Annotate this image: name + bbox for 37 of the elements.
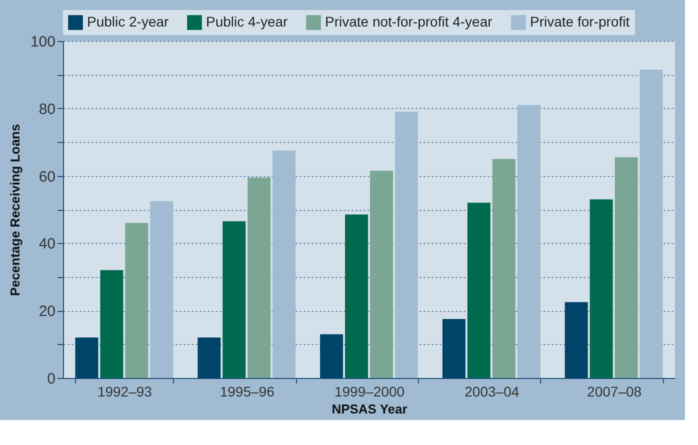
bar — [370, 170, 393, 378]
bar — [248, 177, 271, 378]
bar — [320, 334, 344, 378]
bar — [394, 112, 418, 378]
y-tick-label: 40 — [38, 236, 56, 253]
bar — [222, 221, 246, 378]
x-axis-title: NPSAS Year — [332, 402, 408, 416]
bar — [492, 158, 516, 378]
bar — [272, 150, 296, 378]
bar — [150, 201, 174, 378]
x-tick-label: 1995–96 — [220, 384, 275, 400]
x-tick-label: 2003–04 — [464, 384, 520, 400]
legend-label: Private for-profit — [530, 14, 630, 30]
y-tick-label: 20 — [38, 303, 56, 320]
bar — [345, 214, 368, 378]
y-tick-label: 80 — [38, 100, 56, 118]
y-axis-title: Pecentage Receiving Loans — [7, 124, 22, 296]
bar — [467, 202, 490, 378]
y-tick-label: 100 — [30, 34, 56, 50]
x-tick-label: 1992–93 — [97, 384, 152, 400]
x-tick-label: 1999–2000 — [334, 384, 405, 400]
y-tick-label: 0 — [47, 370, 56, 388]
bar — [614, 157, 638, 378]
x-tick-label: 2007–08 — [587, 384, 642, 400]
legend-label: Public 4-year — [206, 14, 288, 30]
legend-label: Private not-for-profit 4-year — [325, 14, 493, 30]
bar — [590, 199, 613, 378]
bar — [125, 222, 148, 378]
y-tick-label: 60 — [38, 168, 56, 186]
bar — [564, 302, 588, 378]
bar — [100, 270, 124, 378]
bar — [640, 70, 663, 378]
bar — [517, 105, 540, 378]
bar — [442, 319, 466, 378]
legend-label: Public 2-year — [87, 14, 170, 30]
bar — [198, 338, 221, 378]
bar — [75, 338, 98, 378]
